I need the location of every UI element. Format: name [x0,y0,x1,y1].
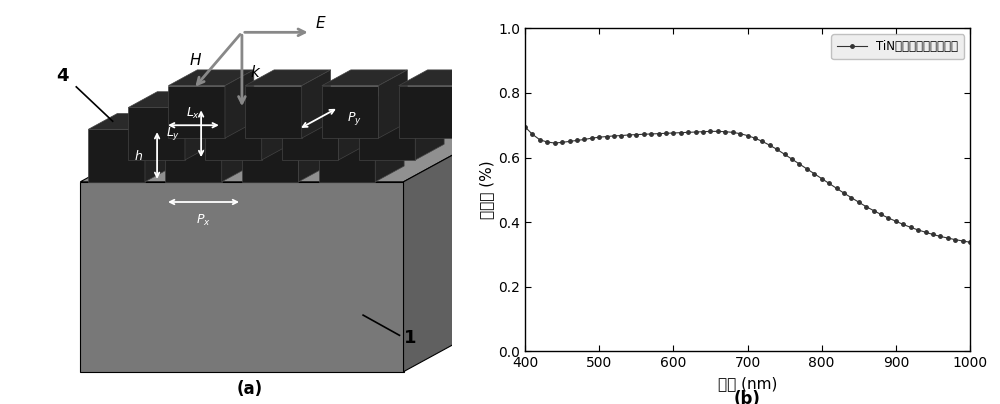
Polygon shape [128,107,185,160]
Polygon shape [168,70,254,86]
X-axis label: 波长 (nm): 波长 (nm) [718,376,777,391]
Text: $h$: $h$ [134,149,143,162]
Text: 4: 4 [56,67,69,85]
TiN长方体阵列结构吸收 [964,240,976,245]
Polygon shape [245,70,331,86]
Polygon shape [165,129,222,182]
Polygon shape [222,114,251,182]
Polygon shape [359,107,415,160]
Polygon shape [205,107,262,160]
Polygon shape [404,136,488,372]
Polygon shape [262,92,291,160]
Polygon shape [165,114,251,129]
Polygon shape [302,70,331,138]
Polygon shape [242,114,327,129]
Polygon shape [205,92,291,107]
Polygon shape [88,114,174,129]
Text: $P_y$: $P_y$ [347,110,362,127]
Polygon shape [145,114,174,182]
Line: TiN长方体阵列结构吸收: TiN长方体阵列结构吸收 [523,125,972,244]
TiN长方体阵列结构吸收 [756,139,768,144]
TiN长方体阵列结构吸收 [905,225,917,230]
TiN长方体阵列结构吸收 [519,124,531,129]
Polygon shape [128,92,214,107]
Polygon shape [185,92,214,160]
Polygon shape [80,182,404,372]
Polygon shape [225,70,254,138]
Text: $k$: $k$ [250,64,261,80]
Polygon shape [319,114,404,129]
TiN长方体阵列结构吸收 [675,130,687,135]
Polygon shape [415,92,444,160]
Text: $L_x$: $L_x$ [186,105,201,121]
Polygon shape [399,70,484,86]
Text: $P_x$: $P_x$ [196,213,211,228]
Polygon shape [88,129,145,182]
Polygon shape [80,136,488,182]
Polygon shape [282,107,338,160]
Polygon shape [322,86,378,138]
TiN长方体阵列结构吸收 [608,133,620,138]
Polygon shape [375,114,404,182]
Polygon shape [338,92,367,160]
Polygon shape [359,92,444,107]
Legend: TiN长方体阵列结构吸收: TiN长方体阵列结构吸收 [831,34,964,59]
Y-axis label: 吸收率 (%): 吸收率 (%) [479,160,494,219]
Polygon shape [322,70,407,86]
Polygon shape [245,86,302,138]
Polygon shape [242,129,298,182]
Text: (a): (a) [237,380,263,398]
Polygon shape [168,86,225,138]
Text: $L_y$: $L_y$ [166,125,180,142]
Text: $E$: $E$ [315,15,326,31]
Polygon shape [319,129,375,182]
TiN长方体阵列结构吸收 [623,133,635,137]
Text: 1: 1 [404,329,416,347]
Polygon shape [282,92,367,107]
Polygon shape [455,70,484,138]
Text: $H$: $H$ [189,52,202,67]
Polygon shape [298,114,327,182]
Polygon shape [399,86,455,138]
Polygon shape [378,70,407,138]
TiN长方体阵列结构吸收 [786,157,798,162]
Text: (b): (b) [734,390,761,404]
